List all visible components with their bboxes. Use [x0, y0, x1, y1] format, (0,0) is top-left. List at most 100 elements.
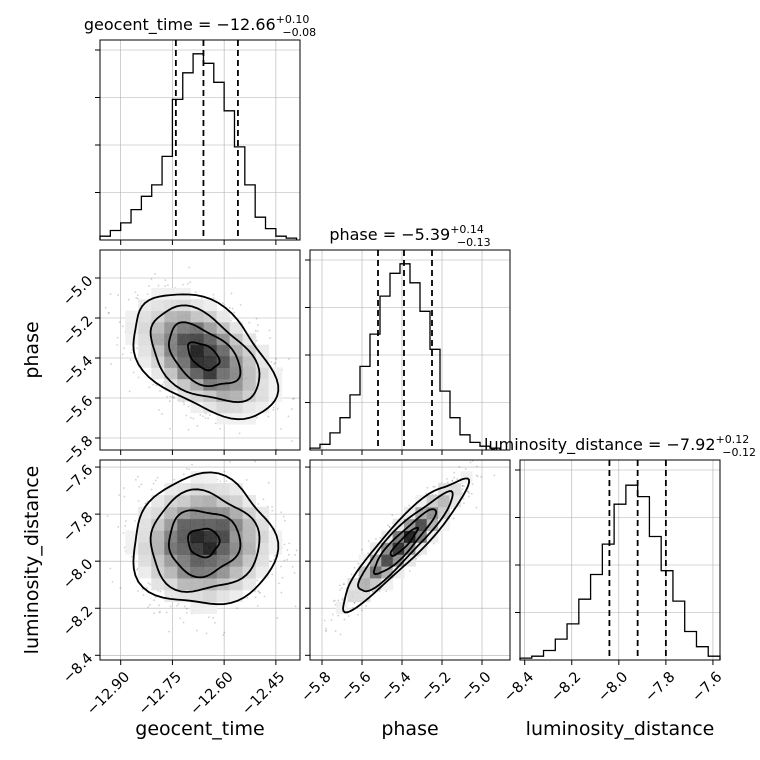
panel-luminosity_distance-vs-geocent_time-point [119, 586, 122, 589]
panel-luminosity_distance-vs-geocent_time-density-cell [190, 518, 204, 531]
panel-luminosity_distance-vs-geocent_time-contour-2 [149, 488, 261, 593]
panel-phase-vs-geocent_time-density-cell [177, 390, 191, 402]
panel-phase-vs-geocent_time-contour-2 [149, 304, 261, 404]
panel-luminosity_distance-vs-phase-point [353, 602, 356, 604]
panel-luminosity_distance-vs-geocent_time-density-cell [255, 566, 270, 579]
panel-luminosity_distance-vs-geocent_time-point [182, 621, 185, 624]
panel-luminosity_distance-vs-geocent_time-point [136, 475, 139, 478]
title-geocent_time-plus: +0.10 [276, 13, 310, 26]
panel-luminosity_distance-vs-geocent_time-density-cell [242, 542, 257, 555]
panel-luminosity_distance-vs-phase-point [367, 552, 370, 555]
panel-luminosity_distance-vs-geocent_time-density-cell [190, 566, 204, 579]
panel-luminosity_distance-vs-geocent_time-density-cell [216, 483, 231, 496]
panel-luminosity_distance-vs-phase-point [324, 627, 327, 630]
panel-luminosity_distance-vs-geocent_time-density-cell [203, 471, 217, 484]
panel-phase-vs-geocent_time-point [169, 395, 171, 398]
panel-luminosity_distance-vs-geocent_time-point [263, 595, 266, 598]
panel-luminosity_distance-vs-phase-density-cell [449, 483, 462, 496]
panel-phase-vs-geocent_time-density-cell [242, 378, 257, 391]
panel-phase-vs-geocent_time-point [287, 415, 290, 418]
xlabel-phase: phase [381, 718, 438, 740]
panel-phase-vs-geocent_time-density-cell [177, 321, 191, 334]
panel-phase-vs-geocent_time-density-cell [229, 321, 244, 334]
panel-luminosity_distance-vs-geocent_time-point [138, 485, 141, 488]
panel-luminosity_distance-vs-phase-point [339, 589, 341, 591]
panel-phase-vs-geocent_time-point [150, 277, 153, 280]
panel-luminosity_distance-vs-geocent_time-point [294, 605, 297, 608]
panel-phase-vs-geocent_time-point [255, 317, 258, 320]
panel-luminosity_distance-vs-geocent_time-density-cell [229, 566, 244, 579]
panel-phase-vs-geocent_time-point [219, 427, 221, 430]
panel-phase-vs-geocent_time-point [275, 358, 277, 360]
panel-phase-vs-geocent_time-density-cell [203, 333, 217, 346]
panel-luminosity_distance-vs-phase-point [469, 461, 472, 464]
panel-luminosity_distance-vs-geocent_time-point [142, 594, 145, 596]
panel-luminosity_distance-vs-phase-point [334, 630, 337, 632]
panel-luminosity_distance-vs-phase-point [353, 601, 356, 604]
title-phase-value: phase = −5.39 [329, 225, 450, 244]
panel-phase-vs-geocent_time-density [104, 266, 300, 450]
panel-phase-vs-geocent_time-density-cell [138, 310, 152, 323]
panel-luminosity_distance-vs-geocent_time-density-cell [177, 483, 191, 496]
panel-luminosity_distance-vs-phase-point [353, 566, 356, 569]
panel-phase-vs-geocent_time-point [202, 415, 205, 418]
panel-phase-vs-geocent_time-point [254, 330, 257, 332]
panel-luminosity_distance-vs-phase-density-cell [415, 542, 428, 555]
panel-luminosity_distance-vs-phase-density-cell [438, 483, 450, 496]
panel-phase-vs-geocent_time-density-cell [151, 333, 165, 346]
panel-phase-vs-geocent_time-point [155, 384, 158, 387]
panel-luminosity_distance-vs-phase-point [343, 618, 346, 621]
panel-luminosity_distance-vs-phase-density-cell [381, 542, 394, 555]
panel-phase-vs-geocent_time-point [116, 344, 119, 346]
panel-luminosity_distance-vs-geocent_time-point [124, 524, 127, 527]
panel-luminosity_distance-vs-phase-point [360, 609, 363, 612]
panel-luminosity_distance-vs-geocent_time-point [222, 634, 225, 636]
panel-luminosity_distance-vs-geocent_time-point [258, 591, 261, 594]
panel-phase-vs-geocent_time-density-cell [177, 344, 191, 357]
panel-phase-vs-geocent_time-point [233, 311, 236, 314]
panel-luminosity_distance-vs-geocent_time-density-cell [138, 566, 152, 579]
panel-phase-vs-geocent_time-point [164, 279, 167, 282]
panel-luminosity_distance-vs-phase-point [379, 536, 382, 539]
panel-luminosity_distance-vs-phase-point [332, 600, 335, 603]
xlabel-luminosity_distance: luminosity_distance [526, 718, 715, 740]
panel-luminosity_distance-vs-geocent_time-point [125, 520, 127, 523]
panel-luminosity_distance-vs-geocent_time-density-cell [177, 577, 191, 591]
panel-luminosity_distance-vs-geocent_time-point [137, 590, 139, 592]
panel-luminosity_distance-vs-phase-point [451, 479, 454, 482]
panel-phase-vs-geocent_time-point [207, 417, 210, 420]
panel-luminosity_distance-vs-geocent_time-point [159, 610, 162, 613]
panel-luminosity_distance-vs-geocent_time-density-cell [216, 589, 231, 603]
panel-luminosity_distance-vs-geocent_time-density-cell [177, 518, 191, 531]
panel-luminosity_distance-vs-geocent_time-point [291, 565, 294, 568]
panel-phase-vs-geocent_time [99, 249, 301, 451]
panel-luminosity_distance-vs-geocent_time-point [154, 479, 157, 482]
panel-luminosity_distance-vs-geocent_time-point [185, 611, 188, 614]
panel-luminosity_distance-vs-phase-point [347, 615, 350, 617]
panel-luminosity_distance-vs-phase-density-cell [404, 506, 416, 520]
panel-luminosity_distance-vs-phase-point [464, 468, 467, 470]
panel-luminosity_distance-vs-geocent_time-density-cell [164, 577, 178, 591]
panel-luminosity_distance-vs-phase-point [453, 476, 456, 479]
hist-luminosity_distance-grid [515, 460, 720, 665]
panel-phase-vs-geocent_time-point [148, 285, 150, 287]
panel-phase-vs-geocent_time-point [110, 363, 113, 366]
panel-phase-vs-geocent_time-point [288, 358, 290, 360]
panel-luminosity_distance-vs-geocent_time-density-cell [242, 530, 257, 543]
panel-phase-vs-geocent_time-point [148, 386, 151, 389]
panel-phase-vs-geocent_time-point [200, 297, 203, 299]
panel-phase-vs-geocent_time-point [256, 416, 258, 419]
panel-luminosity_distance-vs-phase-point [456, 478, 459, 481]
panel-luminosity_distance-vs-geocent_time-density-cell [242, 518, 257, 531]
panel-phase-vs-geocent_time-point [135, 297, 138, 299]
panel-luminosity_distance-vs-geocent_time-density-cell [151, 542, 165, 555]
panel-luminosity_distance-vs-geocent_time-point [196, 629, 198, 632]
title-luminosity_distance: luminosity_distance = −7.92+0.12 −0.12 [484, 433, 756, 459]
panel-luminosity_distance-vs-geocent_time-contour-0 [187, 527, 221, 559]
panel-phase-vs-geocent_time-point [192, 417, 195, 420]
panel-luminosity_distance-vs-geocent_time-point [256, 604, 259, 607]
panel-luminosity_distance-vs-phase-point [432, 542, 435, 545]
hist-geocent_time-step [99, 53, 298, 240]
panel-luminosity_distance-vs-geocent_time-point [280, 511, 283, 514]
panel-phase-vs-geocent_time-point [239, 303, 242, 306]
